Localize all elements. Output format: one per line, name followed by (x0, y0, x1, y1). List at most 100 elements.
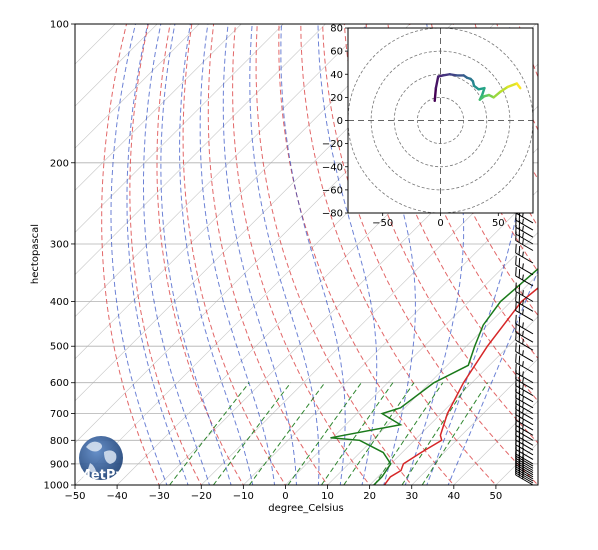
wind-barb (515, 314, 534, 335)
wind-barb-staff (515, 385, 534, 397)
wind-barb-flag (518, 325, 521, 335)
wind-barb-flag (522, 407, 524, 414)
moist-adiabat (447, 269, 538, 485)
wind-barb-flag (522, 371, 524, 377)
isotherm-line (327, 274, 538, 485)
hodograph-segment (506, 82, 519, 89)
wind-barb-staff (515, 448, 534, 460)
isotherm-line (411, 358, 538, 485)
wind-barb-staff (515, 408, 534, 420)
wind-barb-flag (515, 255, 517, 265)
wind-barb-flag (515, 353, 517, 363)
x-tick-label: −20 (191, 491, 212, 502)
mixing-ratio-line (374, 382, 444, 485)
wind-barb (515, 301, 534, 322)
isotherm-line (75, 24, 284, 233)
x-tick-label: 20 (363, 491, 376, 502)
wind-barb-staff (515, 474, 534, 486)
dry-adiabat (300, 24, 497, 485)
wind-barb-flag (522, 330, 524, 337)
wind-barb-flag (515, 301, 517, 311)
x-axis-label: degree_Celsius (268, 503, 344, 514)
wind-barb-flag (515, 266, 517, 276)
hodograph-segment (499, 85, 509, 93)
wind-barb-staff (515, 429, 534, 441)
hodograph-y-tick-label: 20 (330, 93, 343, 104)
isotherm-line (242, 189, 538, 485)
mixing-ratio-line (401, 382, 470, 485)
wind-barb-flag (518, 303, 521, 313)
wind-barb-staff (515, 240, 534, 251)
mixing-ratio-line (343, 382, 415, 485)
hodograph-ring (393, 73, 488, 168)
wind-barb-staff (515, 439, 534, 451)
wind-barb-flag (518, 344, 521, 354)
wind-barb-staff (515, 424, 534, 436)
moist-adiabat (249, 24, 320, 485)
wind-barb-flag (522, 390, 524, 396)
hodograph-y-ticks: 80 60 40 20 0 −20 −40 −60 −80 (322, 24, 348, 220)
wind-barbs (515, 203, 534, 486)
isotherm-line (75, 24, 242, 191)
dry-adiabat (232, 24, 371, 485)
wind-barb-staff (515, 291, 534, 302)
isotherm-line (285, 232, 538, 485)
x-tick-label: −10 (233, 491, 254, 502)
y-tick-label: 900 (50, 459, 69, 470)
wind-barb-flag (515, 314, 517, 324)
hodograph-x-tick-label: 50 (492, 218, 505, 229)
wind-barb-staff (515, 264, 534, 276)
hodograph-x-ticks: −50 0 50 (372, 213, 505, 229)
skewt-plot-frame (74, 23, 539, 486)
wind-barb-flag (522, 350, 524, 356)
mixing-ratio-line (169, 382, 250, 485)
moist-adiabat (199, 24, 276, 485)
wind-barb-staff (515, 275, 534, 287)
wind-barb-flag (522, 274, 524, 280)
hodograph-segment (492, 90, 502, 99)
skewt-plot: −50 −40 −30 −20 −10 0 10 20 30 40 50 1002003004005… (30, 20, 539, 514)
wind-barb-staff (515, 226, 534, 238)
wind-barb-flag (518, 294, 521, 304)
isotherm-line (369, 316, 538, 485)
hodograph-segment (434, 75, 440, 90)
hodograph-y-tick-label: −20 (322, 139, 343, 150)
y-axis-label: hectopascal (30, 224, 41, 284)
wind-barb (515, 400, 534, 420)
wind-barb-flag (522, 232, 524, 239)
wind-barb-staff (515, 434, 534, 446)
mixing-ratio-lines (169, 382, 489, 485)
isotherm-line (158, 105, 538, 485)
wind-barb-staff (515, 300, 534, 312)
wind-barb-flag (515, 244, 517, 254)
wind-barb (515, 323, 534, 343)
wind-barb-staff (515, 468, 534, 480)
wind-barb-flag (518, 257, 521, 267)
wind-barb-staff (515, 472, 534, 484)
wind-barb-flag (518, 268, 521, 278)
moist-adiabat-lines (110, 24, 538, 485)
wind-barb-flag (522, 251, 524, 258)
wind-barb-flag (518, 355, 521, 365)
wind-barb-flag (522, 263, 524, 269)
hodograph-trace (433, 73, 522, 103)
wind-barb-staff (515, 403, 534, 415)
wind-barb-staff (515, 455, 534, 467)
wind-barb-flag (522, 290, 524, 296)
wind-barb (515, 266, 534, 287)
wind-barb-staff (515, 351, 534, 363)
wind-barb-staff (515, 464, 534, 476)
hodograph-axes (348, 28, 533, 213)
wind-barb-flag (515, 292, 517, 302)
wind-barb-staff (515, 466, 534, 478)
wind-barb-staff (515, 391, 534, 403)
moist-adiabat (280, 24, 346, 485)
dry-adiabat (207, 24, 329, 485)
wind-barb (515, 282, 534, 302)
wind-barb (515, 292, 534, 312)
hodograph-x-tick-label: −50 (372, 218, 393, 229)
moist-adiabat (179, 24, 254, 485)
wind-barb-staff (515, 233, 534, 245)
wind-barb-staff (515, 310, 534, 322)
